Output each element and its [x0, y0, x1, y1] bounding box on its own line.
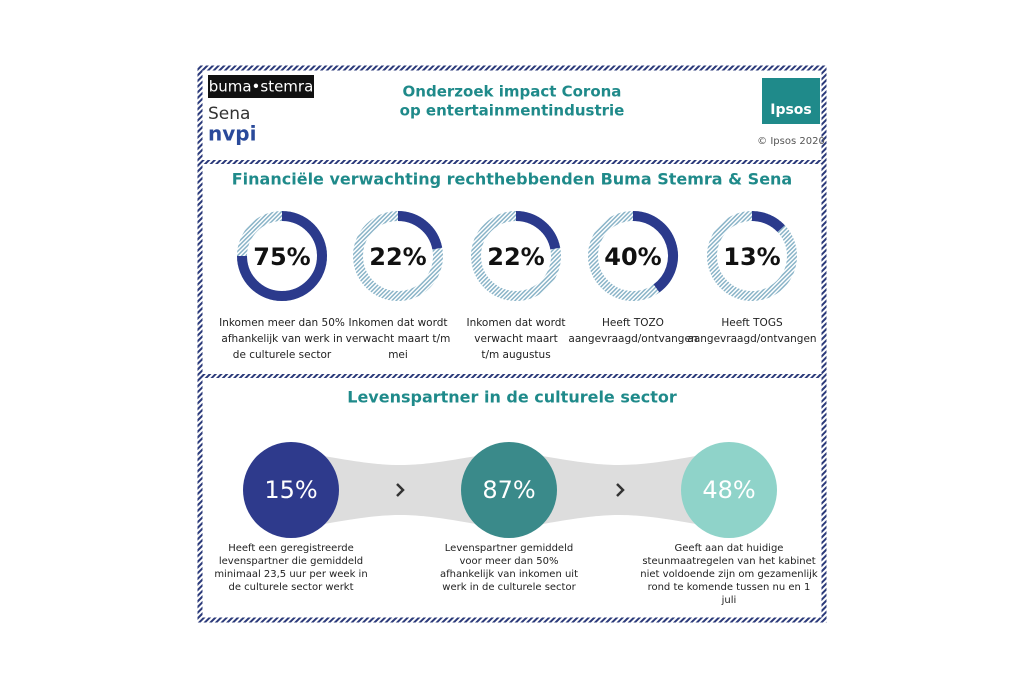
caption: werk in de culturele sector: [442, 582, 576, 593]
caption: t/m augustus: [481, 349, 550, 361]
logo: buma•stemra: [209, 78, 314, 96]
caption: Geeft aan dat huidige: [675, 543, 784, 554]
caption: Levenspartner gemiddeld: [445, 543, 573, 554]
logo: nvpi: [208, 122, 256, 146]
donut-label: 22%: [487, 243, 544, 271]
caption: aangevraagd/ontvangen: [687, 333, 816, 345]
caption: de culturele sector werkt: [228, 582, 353, 593]
caption: steunmaatregelen van het kabinet: [642, 556, 815, 567]
caption: de culturele sector: [233, 349, 332, 361]
copyright: © Ipsos 2020: [757, 136, 825, 147]
caption: Heeft een geregistreerde: [228, 543, 354, 554]
connector: [509, 450, 729, 530]
caption: juli: [721, 595, 737, 606]
caption: rond te komende tussen nu en 1: [648, 582, 811, 593]
frame: [197, 65, 827, 623]
section-title: Levenspartner in de culturele sector: [347, 388, 677, 407]
donut-arc: [632, 211, 678, 293]
donut-arc: [751, 211, 785, 233]
partner-label: 15%: [264, 476, 317, 504]
donut-label: 22%: [369, 243, 426, 271]
donut-label: 13%: [723, 243, 780, 271]
partner-circle: [461, 442, 557, 538]
divider: [200, 374, 824, 378]
donut-arc: [237, 211, 327, 301]
caption: afhankelijk van werk in: [221, 333, 342, 345]
partner-label: 87%: [482, 476, 535, 504]
brand: Ipsos: [770, 102, 812, 118]
caption: verwacht maart: [474, 333, 557, 345]
caption: Heeft TOGS: [721, 317, 783, 329]
partner-circle: [243, 442, 339, 538]
caption: afhankelijk van inkomen uit: [440, 569, 578, 580]
caption: Heeft TOZO: [602, 317, 664, 329]
donut-arc: [515, 211, 561, 250]
caption: minimaal 23,5 uur per week in: [214, 569, 367, 580]
caption: aangevraagd/ontvangen: [568, 333, 697, 345]
donut-label: 75%: [253, 243, 310, 271]
caption: Inkomen meer dan 50%: [219, 317, 345, 329]
caption: verwacht maart t/m: [346, 333, 451, 345]
brand-box: [762, 78, 820, 124]
caption: voor meer dan 50%: [460, 556, 559, 567]
chevron: [396, 483, 405, 497]
logo-box: [208, 75, 314, 98]
caption: levenspartner die gemiddeld: [219, 556, 363, 567]
caption: Inkomen dat wordt: [466, 317, 565, 329]
partner-circle: [681, 442, 777, 538]
chevron: [616, 483, 625, 497]
partner-label: 48%: [702, 476, 755, 504]
donut-arc: [397, 211, 443, 250]
section-title: Financiële verwachting rechthebbenden Bu…: [232, 170, 792, 189]
connector: [291, 450, 509, 530]
title: Onderzoek impact Corona: [403, 83, 622, 101]
caption: mei: [388, 349, 408, 361]
donut-label: 40%: [604, 243, 661, 271]
divider: [200, 160, 824, 164]
caption: Inkomen dat wordt: [348, 317, 447, 329]
caption: niet voldoende zijn om gezamenlijk: [640, 569, 818, 580]
logo: Sena: [208, 104, 250, 124]
title: op entertainmentindustrie: [400, 102, 625, 120]
